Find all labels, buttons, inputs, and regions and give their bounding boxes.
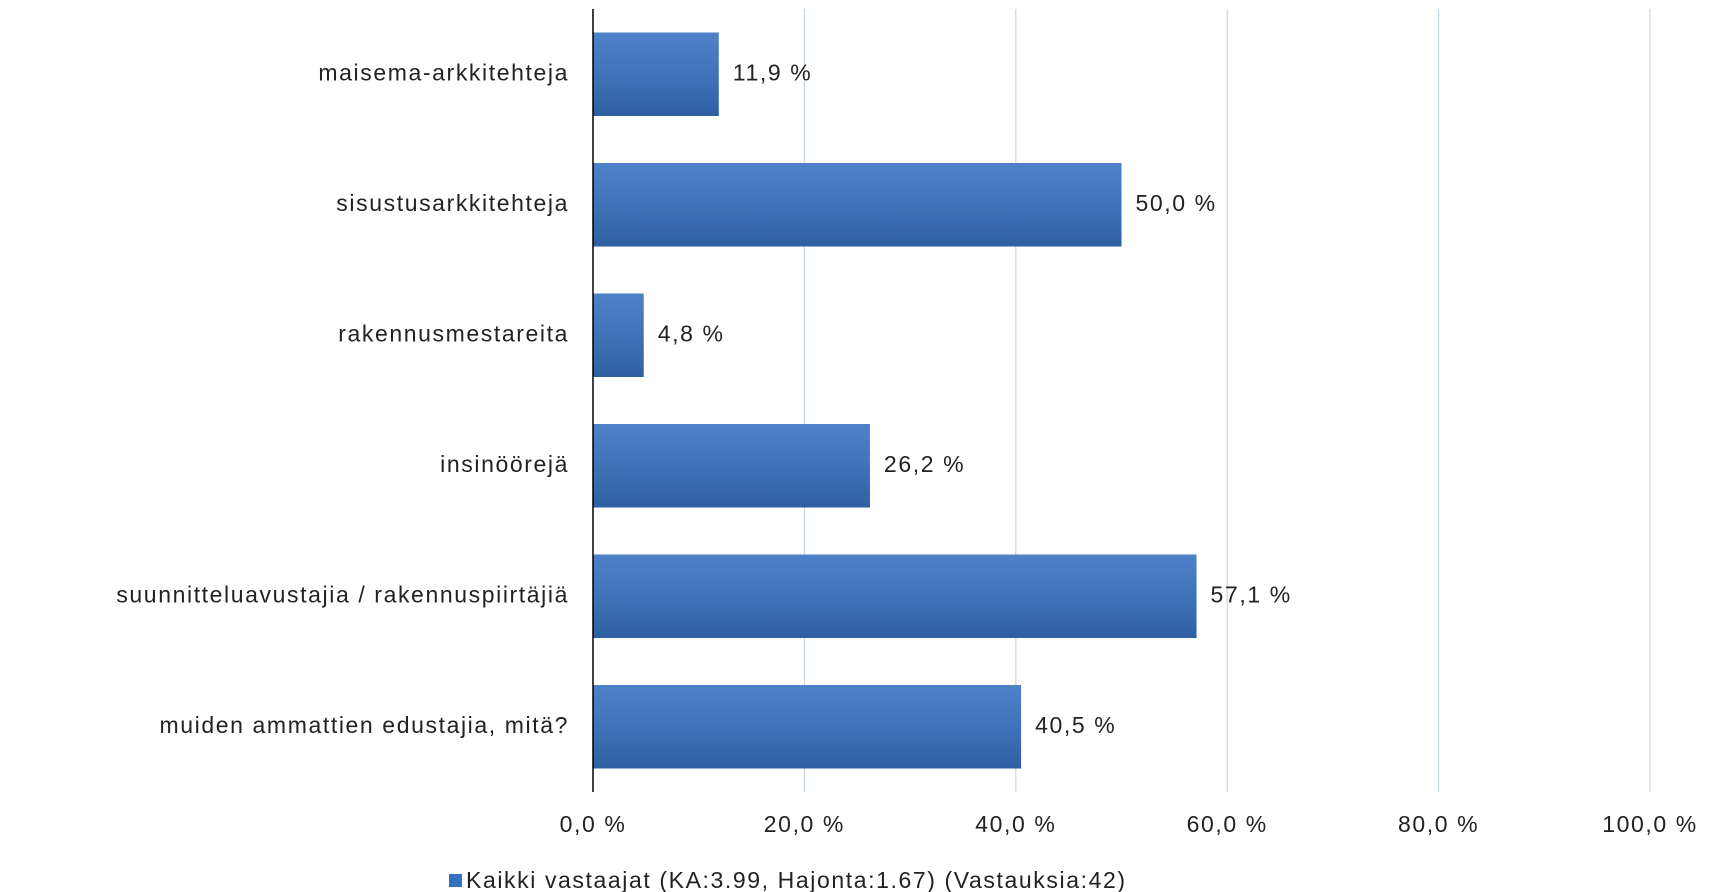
value-label: 4,8 % (658, 320, 725, 346)
bar-shade (593, 32, 719, 117)
bar-shade (593, 423, 870, 508)
y-tick-label: insinöörejä (440, 451, 569, 477)
y-tick-label: sisustusarkkitehteja (336, 190, 569, 216)
x-tick-label: 40,0 % (975, 811, 1056, 837)
value-label: 11,9 % (733, 59, 813, 85)
x-tick-label: 100,0 % (1602, 811, 1698, 837)
bar-shade (593, 684, 1022, 769)
bar-shade (593, 554, 1197, 639)
bar-shade (593, 293, 644, 378)
y-tick-label: suunnitteluavustajia / rakennuspiirtäjiä (116, 581, 569, 607)
x-tick-label: 60,0 % (1187, 811, 1268, 837)
y-tick-label: maisema-arkkitehteja (318, 59, 569, 85)
value-label: 57,1 % (1211, 581, 1292, 607)
value-label: 40,5 % (1035, 712, 1116, 738)
y-tick-label: rakennusmestareita (338, 320, 569, 346)
y-tick-label: muiden ammattien edustajia, mitä? (160, 712, 569, 738)
x-tick-label: 20,0 % (764, 811, 845, 837)
legend-label: Kaikki vastaajat (KA:3.99, Hajonta:1.67)… (466, 867, 1127, 892)
value-label: 50,0 % (1136, 190, 1217, 216)
x-tick-label: 0,0 % (560, 811, 627, 837)
legend-swatch (449, 874, 462, 887)
bar-shade (593, 162, 1122, 247)
x-tick-label: 80,0 % (1398, 811, 1479, 837)
value-label: 26,2 % (884, 451, 965, 477)
